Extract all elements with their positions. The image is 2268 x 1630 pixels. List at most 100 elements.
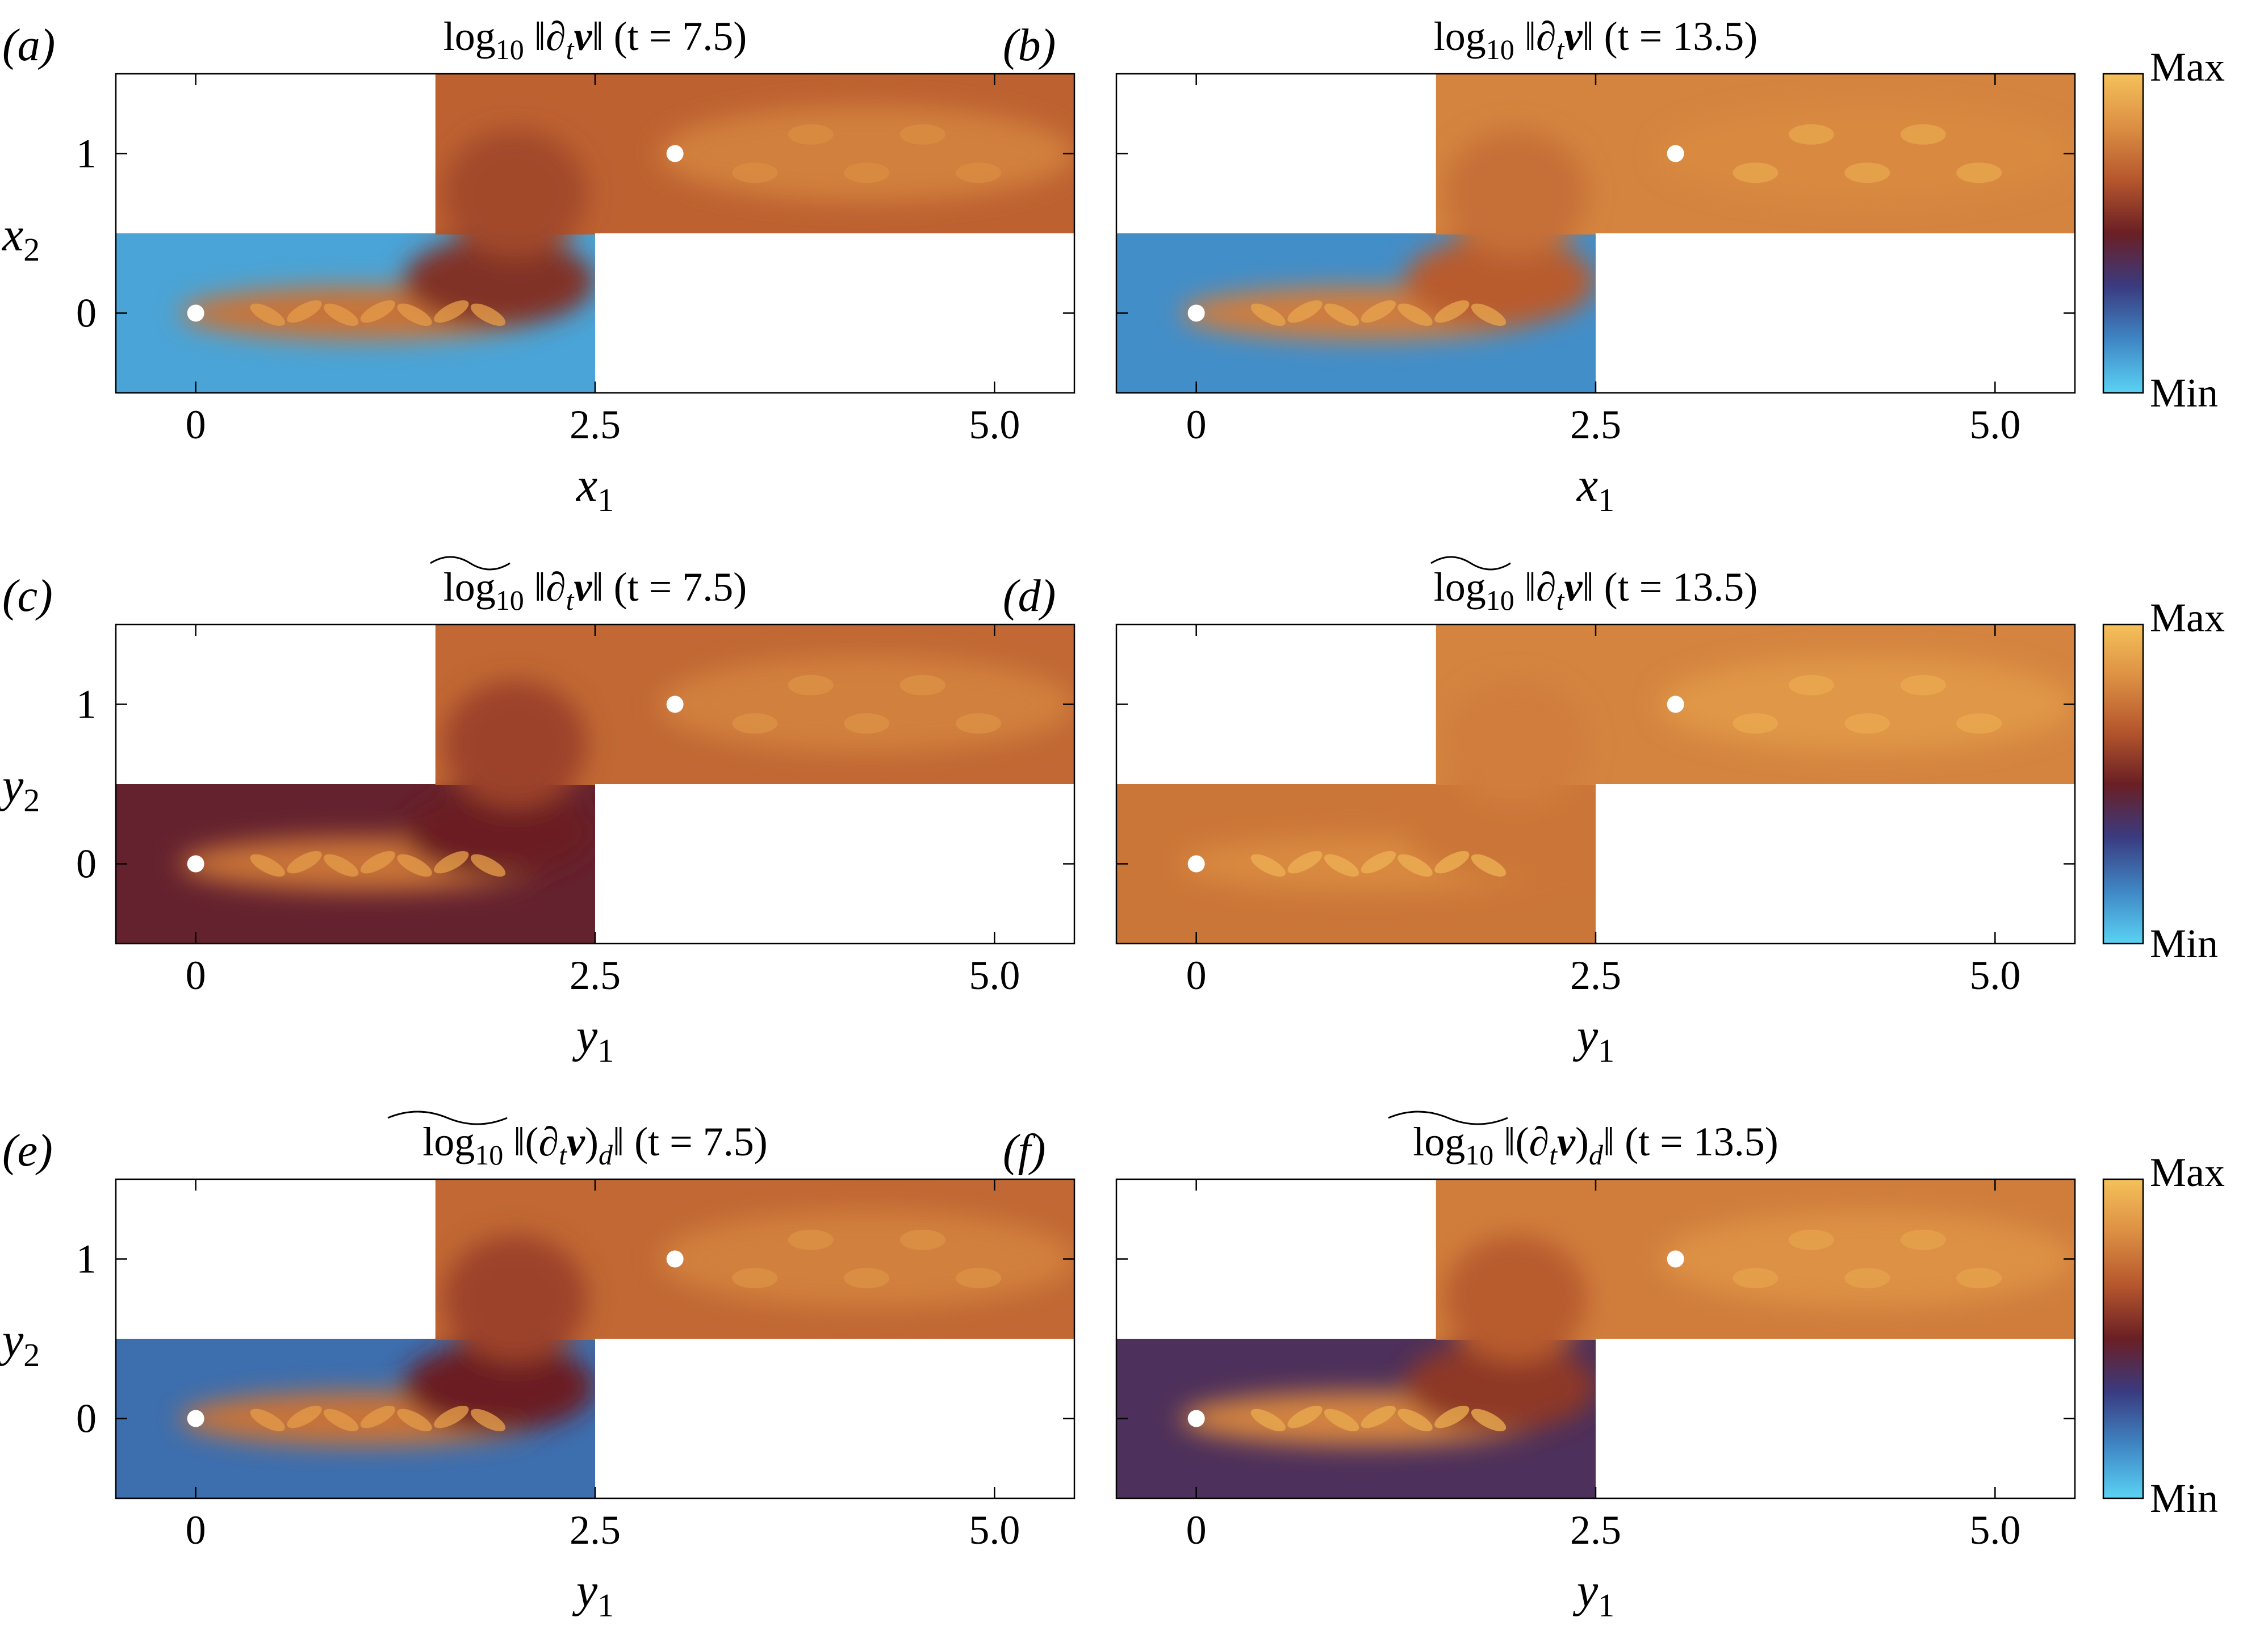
x-tick-label: 2.5: [570, 1507, 621, 1553]
vortex-streak: [788, 1229, 834, 1250]
vortex-streak: [1250, 854, 1286, 877]
x-tick-label: 5.0: [1969, 402, 2020, 447]
x-tick-label: 0: [1186, 953, 1207, 998]
vortex-streaks: [1250, 674, 2002, 877]
vortex-streak: [1250, 303, 1286, 326]
panel-c: 0 2.5 5.0 0 1 y1 y2 (c) log10 ‖∂tv‖ (t = 7.5): [0, 556, 1076, 1069]
panel-title: log10 ‖∂tv‖ (t = 13.5): [1434, 14, 1758, 65]
vortex-streaks: [1250, 1229, 2002, 1431]
vortex-streak: [1361, 300, 1396, 323]
wake-upper: [659, 656, 1075, 752]
junction-plume: [1443, 129, 1588, 258]
vortex-streaks: [250, 1229, 1002, 1431]
panel-d: 0 2.5 5.0 y1 (d) log10 ‖∂tv‖ (t = 13.5): [1003, 556, 2076, 1069]
panel-title: log10 ‖∂tv‖ (t = 13.5): [1434, 564, 1758, 616]
vortex-streak: [1788, 1229, 1834, 1250]
y-tick-label: 0: [76, 1396, 97, 1442]
vortex-streak: [397, 1409, 432, 1431]
x-tick-label: 2.5: [570, 402, 621, 447]
vortex-streak: [1397, 1409, 1433, 1431]
x-axis-label: y1: [1572, 1009, 1614, 1069]
vortex-streak: [844, 162, 890, 183]
field-5: [1116, 1179, 2075, 1498]
tilde-mark: [1388, 1111, 1508, 1125]
panel-title: log10 ‖(∂tv)d‖ (t = 13.5): [1413, 1119, 1778, 1171]
colorbar: Max Min: [2102, 44, 2225, 416]
x-axis-label: y1: [1572, 1564, 1614, 1624]
colorbar-gradient: [2102, 73, 2144, 394]
x-tick-label: 5.0: [969, 1507, 1020, 1553]
vortex-streak: [899, 1229, 945, 1250]
vortex-streak: [844, 713, 890, 734]
cylinder: [1187, 1410, 1205, 1427]
y-tick-label: 1: [76, 1237, 97, 1282]
wake-upper: [659, 1211, 1075, 1307]
colorbar-gradient: [2102, 1178, 2144, 1499]
panel-title: log10 ‖(∂tv)d‖ (t = 7.5): [422, 1119, 767, 1171]
vortex-streak: [1324, 303, 1359, 326]
x-tick-label: 5.0: [969, 402, 1020, 447]
vortex-streak: [287, 1406, 322, 1428]
y-axis-label: y2: [0, 759, 40, 819]
colorbar-max-label: Max: [2150, 595, 2225, 640]
vortex-streak: [360, 851, 396, 874]
cylinder: [187, 1410, 204, 1427]
colorbars: Max Min Max Min Max Min: [2102, 44, 2225, 1521]
panel-label: (d): [1003, 571, 1056, 621]
panels: 0 2.5 5.0 0 1 x1 x2 (a) log10 ‖∂tv‖ (t = 7.5) 0 2.…: [0, 14, 2076, 1624]
vortex-streak: [1844, 713, 1890, 734]
vortex-streak: [324, 1409, 359, 1431]
colorbar-min-label: Min: [2150, 1476, 2218, 1521]
vortex-streak: [397, 303, 432, 326]
cylinder: [187, 855, 204, 873]
field-3: [1116, 625, 2075, 944]
vortex-streak: [1788, 124, 1834, 145]
x-tick-label: 5.0: [969, 953, 1020, 998]
panel-f: 0 2.5 5.0 y1 (f) log10 ‖(∂tv)d‖ (t = 13.5): [1003, 1111, 2076, 1624]
vortex-streak: [844, 1268, 890, 1289]
vortex-streaks: [1250, 124, 2002, 326]
junction-plume: [1443, 680, 1588, 808]
wake-upper: [1659, 1211, 2075, 1307]
cylinder: [1667, 695, 1684, 713]
tilde-mark: [387, 1111, 508, 1125]
vortex-streak: [324, 303, 359, 326]
vortex-streak: [287, 851, 322, 874]
vortex-streak: [287, 300, 322, 323]
x-tick-label: 0: [1186, 402, 1207, 447]
colorbar-min-label: Min: [2150, 921, 2218, 966]
vortex-streak: [1397, 303, 1433, 326]
vortex-streak: [1361, 851, 1396, 874]
vortex-streak: [1733, 162, 1779, 183]
vortex-streak: [1956, 162, 2002, 183]
vortex-streak: [1844, 162, 1890, 183]
colorbar: Max Min: [2102, 595, 2225, 966]
panel-e: 0 2.5 5.0 0 1 y1 y2 (e) log10 ‖(∂tv)d‖ (t = 7.5): [0, 1111, 1076, 1624]
x-axis-label: y1: [572, 1009, 614, 1069]
vortex-streak: [1788, 674, 1834, 695]
tilde-mark: [430, 556, 510, 571]
vortex-streak: [956, 1268, 1002, 1289]
vortex-streak: [1900, 674, 1946, 695]
vortex-streak: [899, 124, 945, 145]
panel-label: (c): [2, 571, 53, 621]
panel-b: 0 2.5 5.0 x1 (b) log10 ‖∂tv‖ (t = 13.5): [1003, 14, 2076, 518]
vortex-streak: [1956, 713, 2002, 734]
x-tick-label: 0: [1186, 1507, 1207, 1553]
vortex-streak: [1471, 1409, 1507, 1431]
colorbar-gradient: [2102, 623, 2144, 945]
vortex-streak: [1844, 1268, 1890, 1289]
junction-plume: [443, 129, 587, 258]
field-1: [1116, 74, 2075, 393]
vortex-streak: [1900, 124, 1946, 145]
colorbar-max-label: Max: [2150, 1150, 2225, 1195]
panel-title: log10 ‖∂tv‖ (t = 7.5): [443, 14, 747, 65]
vortex-streak: [360, 1406, 396, 1428]
y-axis-label: y2: [0, 1314, 40, 1373]
wake-upper: [1659, 656, 2075, 752]
vortex-streaks: [250, 674, 1002, 877]
panel-label: (e): [2, 1126, 53, 1176]
vortex-streak: [1287, 300, 1323, 323]
y-tick-label: 0: [76, 291, 97, 336]
